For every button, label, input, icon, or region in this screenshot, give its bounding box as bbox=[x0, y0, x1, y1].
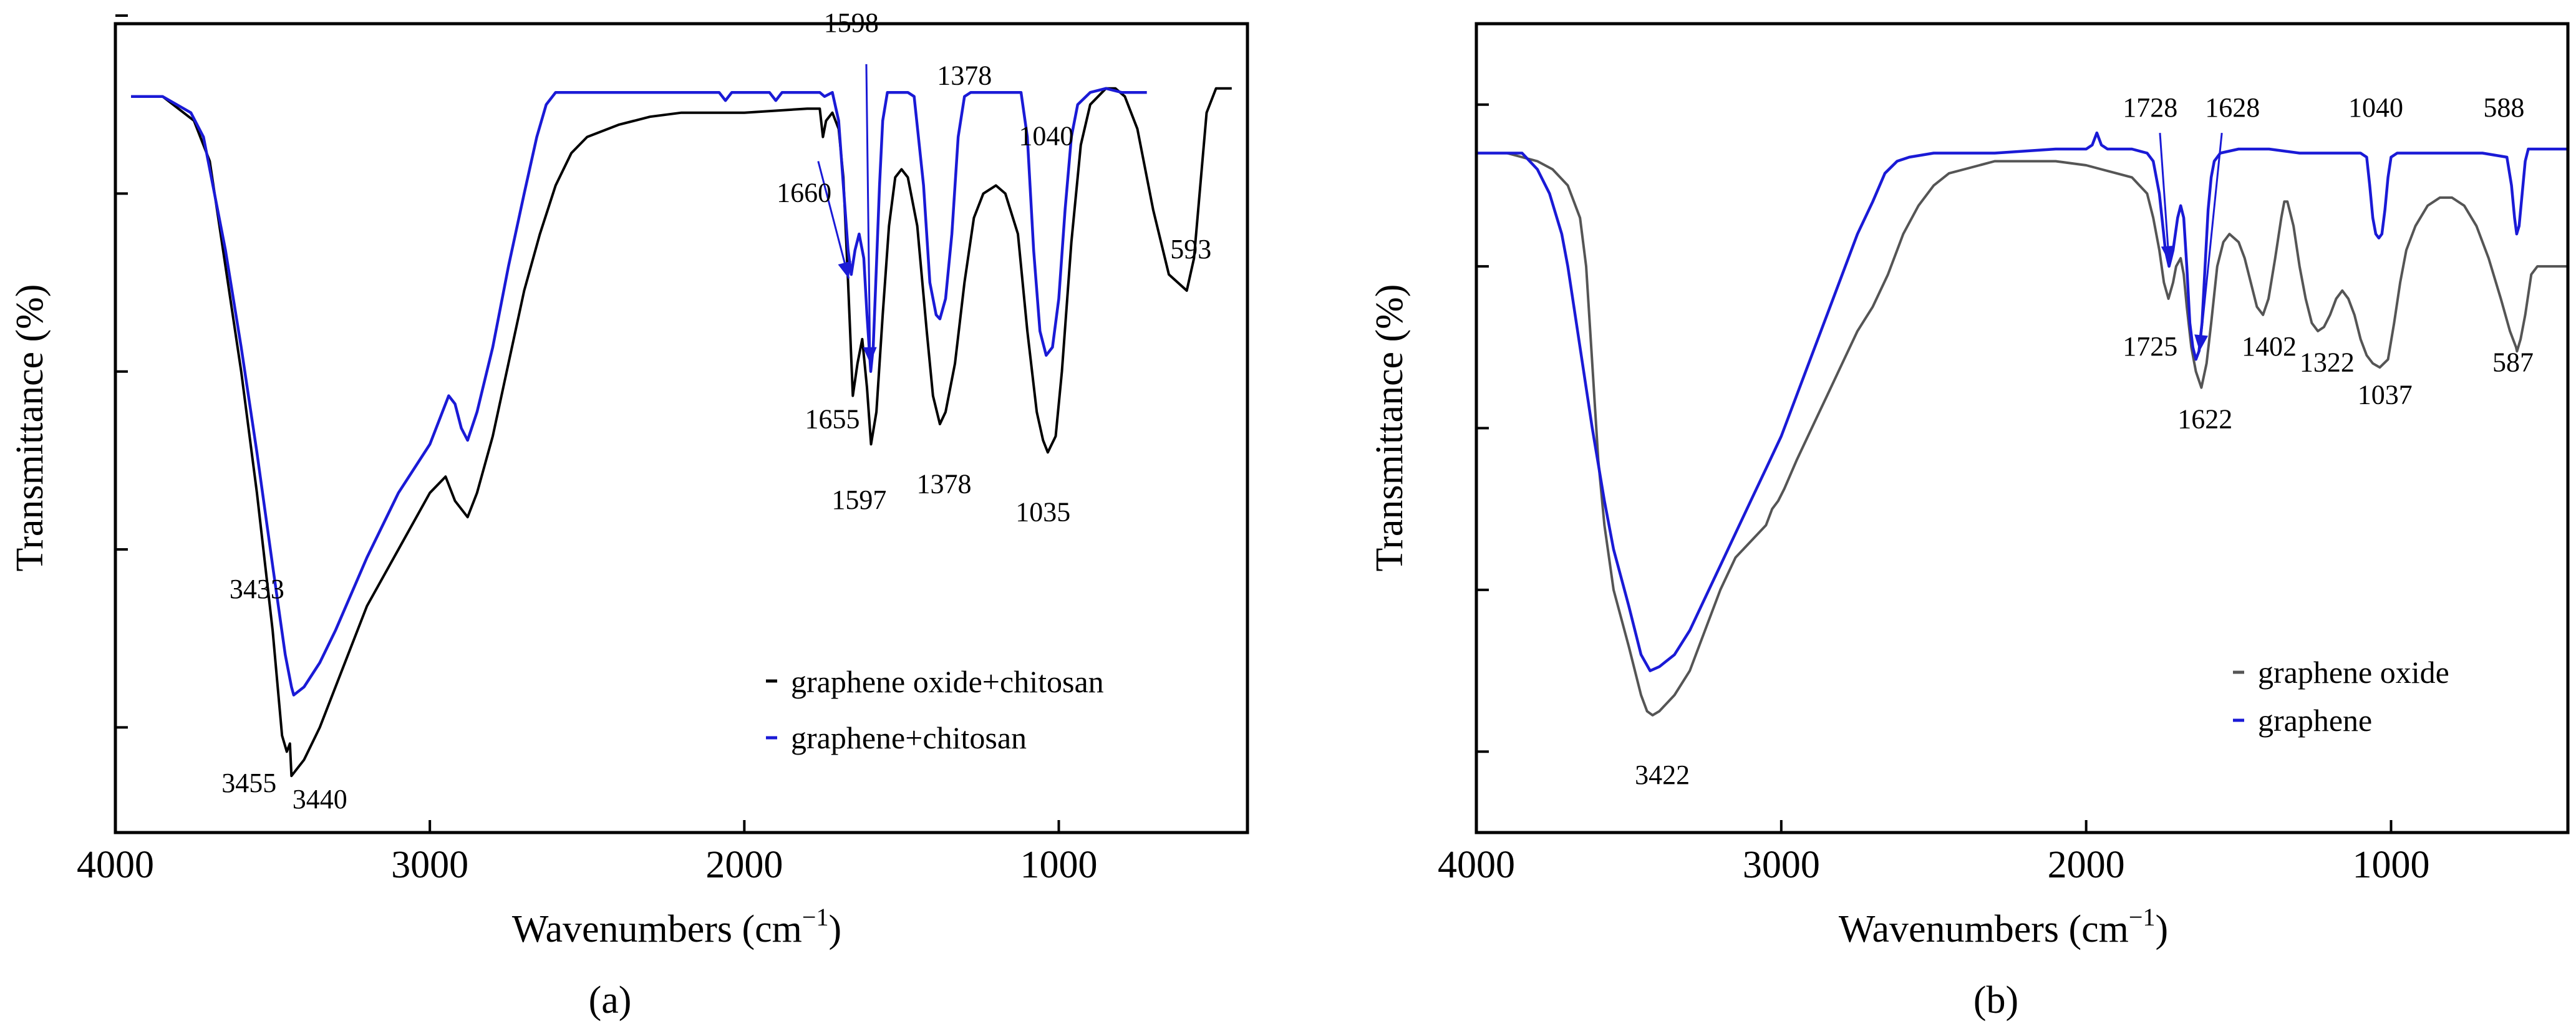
panel-a-peak-label-6: 1040 bbox=[1019, 121, 1073, 152]
panel-b-peak-label-8: 587 bbox=[2492, 347, 2534, 378]
panel-a-plot-frame bbox=[114, 22, 1249, 834]
panel-b-peak-label-6: 1322 bbox=[2300, 347, 2355, 378]
panel-a-y-ticks bbox=[115, 14, 128, 729]
panel-b-arrow-shaft-0 bbox=[2159, 132, 2171, 263]
panel-a-peak-label-1: 3455 bbox=[221, 768, 276, 798]
panel-b-x-tick-label-2: 2000 bbox=[2048, 844, 2125, 886]
panel-a-peak-label-2: 3440 bbox=[293, 784, 347, 814]
panel-b-caption: (b) bbox=[1973, 979, 2018, 1022]
panel-b-peak-label-1: 1628 bbox=[2205, 92, 2260, 123]
panel-b-plot-frame bbox=[1474, 22, 2570, 834]
panel-b-arrow-head-0 bbox=[2161, 245, 2175, 263]
panel-a-y-axis-title: Transmittance (%) bbox=[9, 284, 51, 572]
panel-b-x-tick-label-0: 4000 bbox=[1438, 844, 1515, 886]
panel-a-arrow-shaft-0 bbox=[817, 161, 850, 279]
panel-a-arrow-shaft-1 bbox=[865, 64, 871, 364]
panel-a-series-line-0 bbox=[131, 87, 1232, 778]
panel-b-peak-label-3: 588 bbox=[2483, 92, 2524, 123]
panel-a-annotations-layer: 3433345534401598166013781040593165515971… bbox=[221, 7, 1211, 814]
panel-b-peak-label-0: 1728 bbox=[2123, 92, 2177, 123]
panel-b-arrows-layer bbox=[2159, 132, 2223, 352]
panel-a-series-layer bbox=[131, 87, 1232, 778]
panel-b-peak-label-5: 1402 bbox=[2242, 331, 2297, 362]
panel-a-series-line-1 bbox=[131, 87, 1147, 697]
panel-a-peak-label-9: 1597 bbox=[831, 485, 886, 515]
panel-a-legend-label-0: graphene oxide+chitosan bbox=[791, 664, 1104, 699]
panel-a-caption: (a) bbox=[589, 979, 632, 1022]
panel-a-peak-label-0: 3433 bbox=[230, 574, 284, 604]
panel-a-legend-label-1: graphene+chitosan bbox=[791, 720, 1027, 755]
panel-b-peak-label-10: 3422 bbox=[1635, 760, 1690, 790]
panel-b-y-ticks bbox=[1476, 103, 1489, 753]
panel-a-x-axis-title: Wavenumbers (cm−1) bbox=[512, 903, 841, 950]
panel-b-arrow-head-1 bbox=[2194, 334, 2209, 352]
panel-b-x-tick-label-3: 1000 bbox=[2352, 844, 2429, 886]
panel-a-peak-label-5: 1378 bbox=[937, 60, 992, 90]
panel-b-peak-label-2: 1040 bbox=[2348, 92, 2403, 123]
panel-b-legend-label-1: graphene bbox=[2258, 703, 2372, 738]
panel-a-arrow-head-1 bbox=[863, 347, 877, 364]
panel-a-arrows-layer bbox=[817, 64, 877, 364]
panel-b-peak-label-7: 1037 bbox=[2358, 380, 2413, 410]
panel-b-legend-label-0: graphene oxide bbox=[2258, 655, 2449, 690]
panel-a-x-tick-label-1: 3000 bbox=[391, 844, 468, 886]
panel-b-arrow-shaft-1 bbox=[2199, 132, 2223, 352]
panel-a-peak-label-10: 1378 bbox=[916, 468, 971, 499]
panel-b-x-ticks: 4000 3000 2000 1000 bbox=[1438, 820, 2429, 886]
panel-a-chart: 3433345534401598166013781040593165515971… bbox=[9, 7, 1249, 1022]
panel-a-peak-label-11: 1035 bbox=[1015, 497, 1070, 528]
panel-b-x-axis-title: Wavenumbers (cm−1) bbox=[1839, 903, 2168, 950]
panel-a-x-tick-label-3: 1000 bbox=[1020, 844, 1098, 886]
panel-b-x-tick-label-1: 3000 bbox=[1743, 844, 1820, 886]
panel-b-peak-label-4: 1725 bbox=[2123, 331, 2177, 362]
panel-a-x-tick-label-0: 4000 bbox=[77, 844, 154, 886]
panel-a-x-tick-label-2: 2000 bbox=[705, 844, 783, 886]
panel-b-series-layer bbox=[1476, 131, 2568, 717]
panel-a-peak-label-8: 1655 bbox=[805, 404, 860, 435]
panel-b-y-axis-title: Transmittance (%) bbox=[1368, 284, 1411, 572]
panel-b-series-line-0 bbox=[1476, 152, 2568, 717]
panel-a-arrow-head-0 bbox=[838, 261, 851, 279]
panel-a-peak-label-7: 593 bbox=[1170, 234, 1211, 264]
panel-b-peak-label-9: 1622 bbox=[2177, 404, 2232, 435]
panel-a-x-ticks: 4000 3000 2000 1000 bbox=[77, 820, 1098, 886]
panel-a-peak-label-4: 1660 bbox=[777, 177, 831, 208]
